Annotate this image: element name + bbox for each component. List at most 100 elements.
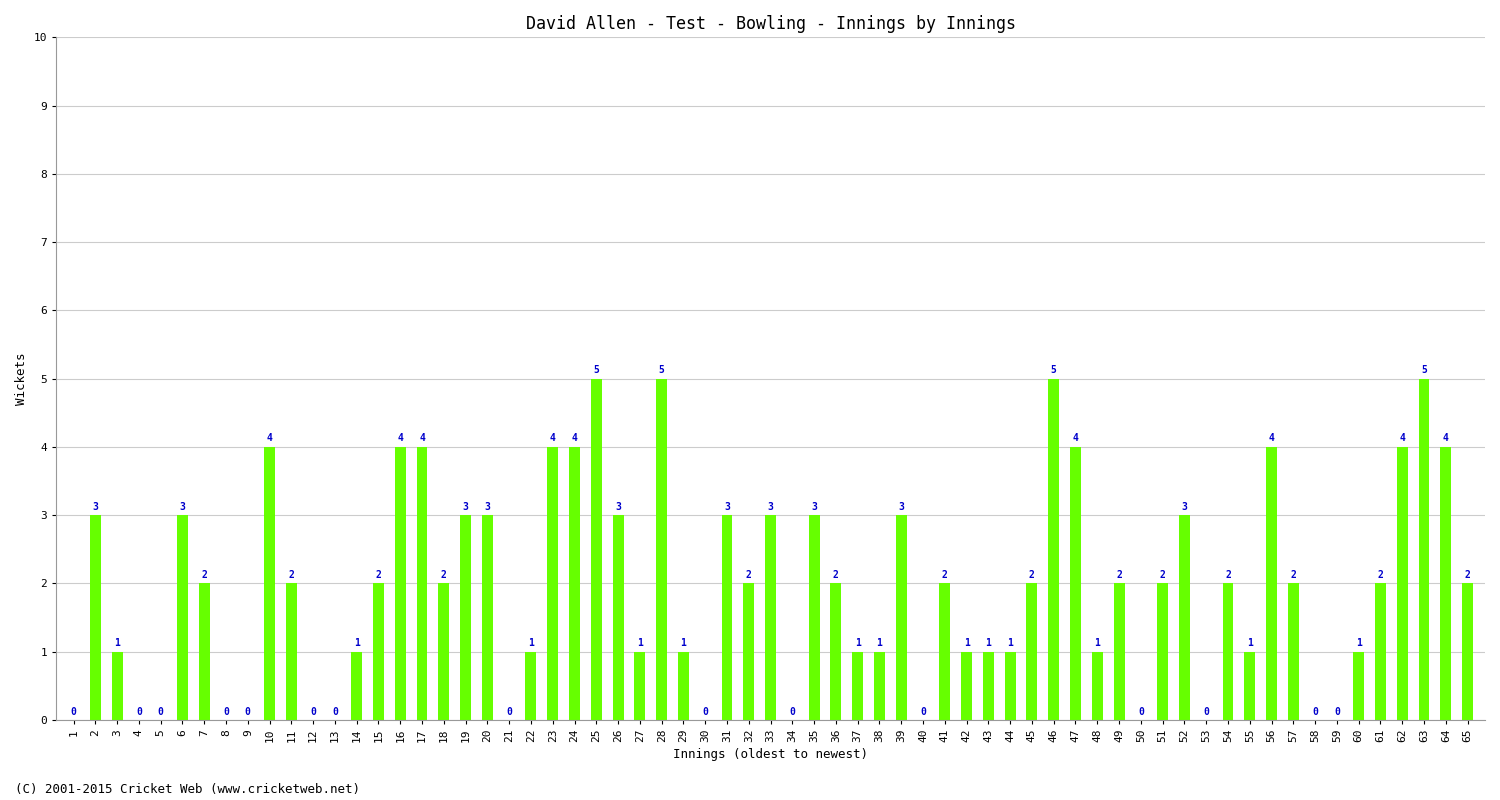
Bar [1288,583,1299,720]
Text: 1: 1 [114,638,120,648]
Text: 3: 3 [812,502,818,512]
Text: 4: 4 [398,434,404,443]
Y-axis label: Wickets: Wickets [15,352,28,405]
Bar [1266,447,1276,720]
Bar [1026,583,1038,720]
Bar [1396,447,1407,720]
Text: 3: 3 [93,502,98,512]
Bar [525,652,537,720]
Text: 1: 1 [986,638,992,648]
Bar [896,515,906,720]
Text: 0: 0 [244,706,250,717]
Bar [90,515,101,720]
Text: 0: 0 [70,706,76,717]
X-axis label: Innings (oldest to newest): Innings (oldest to newest) [674,748,868,761]
Bar [722,515,732,720]
Text: 2: 2 [1029,570,1035,580]
Text: 1: 1 [354,638,360,648]
Bar [374,583,384,720]
Text: 0: 0 [1334,706,1340,717]
Text: 2: 2 [1116,570,1122,580]
Text: 4: 4 [419,434,424,443]
Bar [1113,583,1125,720]
Text: 0: 0 [506,706,512,717]
Bar [1353,652,1364,720]
Bar [612,515,624,720]
Text: 2: 2 [1160,570,1166,580]
Text: 5: 5 [658,366,664,375]
Text: 4: 4 [267,434,273,443]
Text: 4: 4 [1072,434,1078,443]
Text: 4: 4 [1443,434,1449,443]
Bar [1440,447,1450,720]
Bar [765,515,776,720]
Text: 3: 3 [898,502,904,512]
Text: 2: 2 [942,570,948,580]
Bar [744,583,754,720]
Bar [634,652,645,720]
Bar [1462,583,1473,720]
Text: 2: 2 [441,570,447,580]
Bar [1245,652,1256,720]
Text: 3: 3 [615,502,621,512]
Text: 2: 2 [1290,570,1296,580]
Bar [591,378,602,720]
Bar [962,652,972,720]
Bar [482,515,494,720]
Text: 0: 0 [1203,706,1209,717]
Text: 3: 3 [484,502,490,512]
Text: 0: 0 [920,706,926,717]
Text: 5: 5 [1052,366,1056,375]
Text: 5: 5 [1420,366,1426,375]
Text: 3: 3 [1182,502,1188,512]
Text: 1: 1 [876,638,882,648]
Text: 4: 4 [572,434,578,443]
Text: 0: 0 [310,706,316,717]
Text: 0: 0 [1138,706,1144,717]
Text: (C) 2001-2015 Cricket Web (www.cricketweb.net): (C) 2001-2015 Cricket Web (www.cricketwe… [15,783,360,796]
Bar [939,583,950,720]
Bar [200,583,210,720]
Bar [1048,378,1059,720]
Bar [351,652,361,720]
Bar [831,583,842,720]
Bar [1156,583,1168,720]
Bar [852,652,862,720]
Bar [286,583,297,720]
Bar [438,583,450,720]
Text: 3: 3 [462,502,468,512]
Text: 1: 1 [1356,638,1362,648]
Text: 1: 1 [681,638,687,648]
Text: 4: 4 [1400,434,1406,443]
Bar [177,515,188,720]
Text: 1: 1 [1095,638,1100,648]
Text: 1: 1 [855,638,861,648]
Bar [111,652,123,720]
Text: 2: 2 [288,570,294,580]
Text: 0: 0 [224,706,230,717]
Text: 2: 2 [1464,570,1470,580]
Text: 0: 0 [702,706,708,717]
Text: 2: 2 [375,570,381,580]
Text: 5: 5 [594,366,598,375]
Bar [1005,652,1016,720]
Text: 0: 0 [1312,706,1318,717]
Text: 3: 3 [180,502,186,512]
Bar [982,652,994,720]
Bar [1419,378,1430,720]
Bar [1376,583,1386,720]
Bar [394,447,405,720]
Bar [1222,583,1233,720]
Text: 1: 1 [1007,638,1013,648]
Text: 2: 2 [1377,570,1383,580]
Bar [460,515,471,720]
Bar [548,447,558,720]
Text: 1: 1 [1246,638,1252,648]
Bar [874,652,885,720]
Text: 2: 2 [1226,570,1232,580]
Title: David Allen - Test - Bowling - Innings by Innings: David Allen - Test - Bowling - Innings b… [525,15,1016,33]
Bar [1070,447,1082,720]
Bar [1179,515,1190,720]
Text: 0: 0 [332,706,338,717]
Text: 3: 3 [724,502,730,512]
